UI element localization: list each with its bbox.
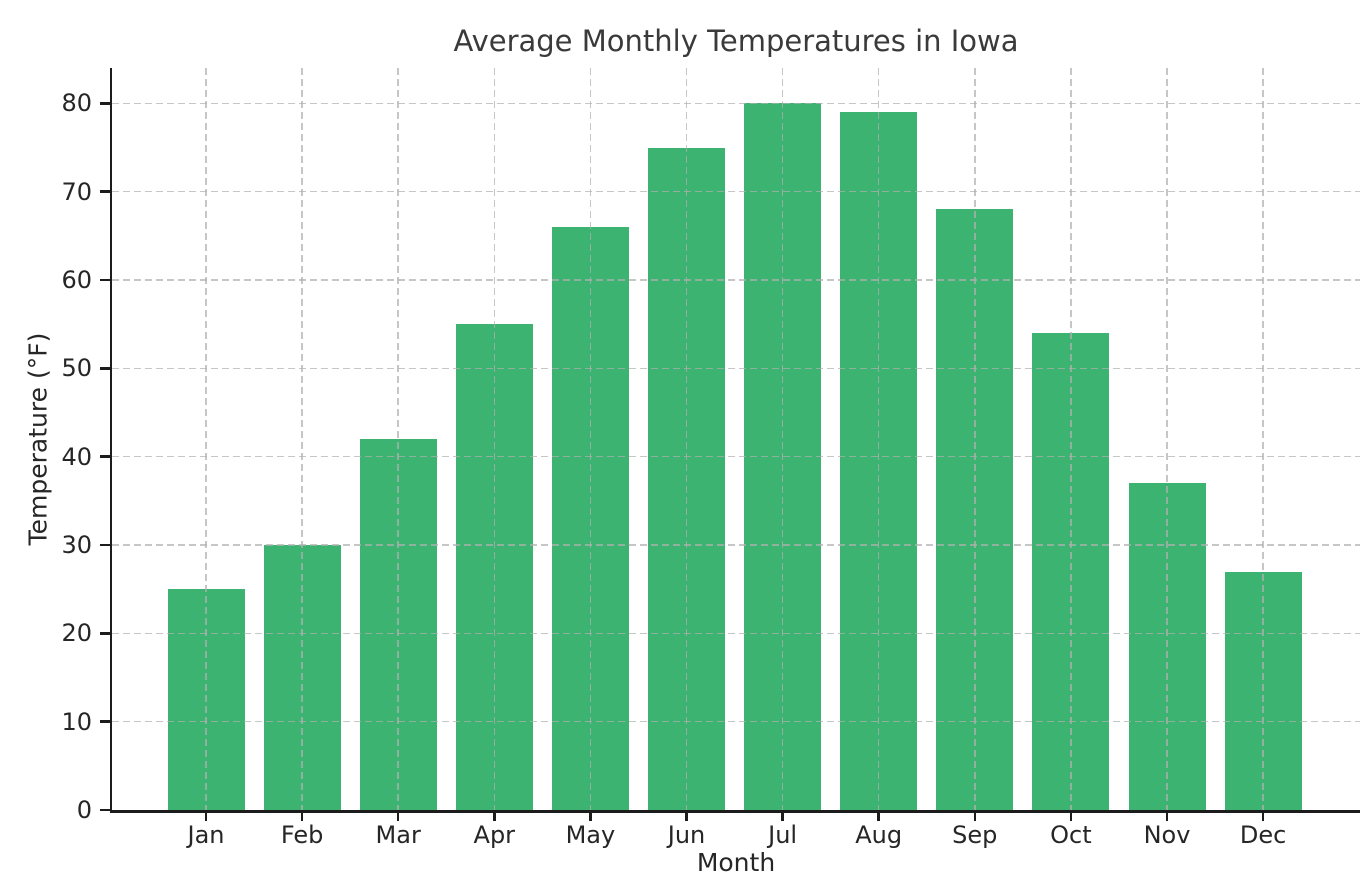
x-axis-spine [109, 810, 1360, 813]
x-tick-label-oct: Oct [1050, 821, 1092, 849]
x-tick-label-jan: Jan [187, 821, 225, 849]
gridline-vertical-jun [685, 68, 688, 810]
gridline-vertical-feb [301, 68, 303, 810]
gridline-horizontal-30 [112, 544, 1360, 546]
gridline-vertical-jan [205, 68, 207, 810]
x-tick-label-jul: Jul [768, 821, 798, 849]
x-tick-mark-sep [973, 810, 977, 821]
x-tick-mark-jan [204, 810, 208, 821]
x-tick-label-nov: Nov [1143, 821, 1191, 849]
y-tick-label-10: 10 [61, 707, 92, 736]
gridline-horizontal-50 [112, 367, 1360, 370]
gridline-vertical-dec [1262, 68, 1264, 810]
y-tick-label-80: 80 [61, 89, 92, 118]
x-tick-label-may: May [565, 821, 616, 849]
gridline-horizontal-40 [112, 455, 1360, 458]
x-axis-label: Month [696, 848, 776, 877]
gridline-horizontal-10 [112, 720, 1360, 723]
gridline-horizontal-60 [112, 279, 1360, 281]
gridline-vertical-oct [1070, 68, 1072, 810]
y-tick-mark-20 [100, 632, 110, 635]
x-tick-label-aug: Aug [855, 821, 903, 849]
plot-area: 0 10 20 30 40 50 60 70 80 Jan Feb Mar Apr May Jun Jul Au… [61, 68, 1360, 849]
gridline-horizontal-70 [112, 190, 1360, 193]
x-tick-label-feb: Feb [280, 821, 324, 849]
x-tick-mark-feb [300, 810, 304, 821]
gridline-vertical-mar [397, 68, 399, 810]
x-tick-mark-jun [685, 810, 688, 821]
x-tick-mark-jul [781, 810, 784, 821]
gridline-vertical-jul [781, 68, 784, 810]
x-tick-mark-oct [1069, 810, 1073, 821]
x-tick-label-sep: Sep [952, 821, 998, 849]
gridline-vertical-may [589, 68, 592, 810]
gridline-vertical-sep [974, 68, 976, 810]
x-tick-mark-aug [877, 810, 880, 821]
gridline-vertical-apr [493, 68, 496, 810]
y-axis-spine [109, 68, 112, 813]
y-tick-mark-50 [100, 367, 110, 370]
gridline-horizontal-80 [112, 102, 1360, 105]
gridline-vertical-aug [877, 68, 880, 810]
y-tick-label-20: 20 [61, 619, 92, 648]
x-tick-label-jun: Jun [667, 821, 706, 849]
y-tick-label-60: 60 [61, 266, 92, 294]
x-tick-mark-may [589, 810, 592, 821]
y-tick-mark-70 [100, 190, 110, 193]
y-tick-mark-30 [100, 543, 110, 547]
x-tick-mark-apr [493, 810, 496, 821]
y-tick-label-30: 30 [61, 531, 92, 559]
y-tick-label-40: 40 [61, 442, 92, 471]
gridline-horizontal-20 [112, 632, 1360, 635]
y-tick-mark-40 [100, 455, 110, 458]
x-tick-mark-nov [1165, 810, 1169, 821]
y-tick-label-0: 0 [76, 796, 92, 824]
y-axis-label: Temperature (°F) [23, 332, 53, 546]
x-tick-label-mar: Mar [375, 821, 421, 849]
y-tick-label-70: 70 [61, 177, 92, 206]
y-tick-mark-10 [100, 720, 110, 723]
x-tick-label-apr: Apr [473, 821, 516, 849]
gridline-vertical-nov [1166, 68, 1168, 810]
y-tick-mark-0 [100, 808, 110, 812]
y-tick-label-50: 50 [61, 354, 92, 383]
chart-title: Average Monthly Temperatures in Iowa [453, 24, 1019, 58]
y-tick-mark-60 [100, 278, 110, 282]
x-tick-label-dec: Dec [1239, 821, 1287, 849]
x-tick-mark-dec [1261, 810, 1265, 821]
y-tick-mark-80 [100, 102, 110, 105]
x-tick-mark-mar [396, 810, 400, 821]
